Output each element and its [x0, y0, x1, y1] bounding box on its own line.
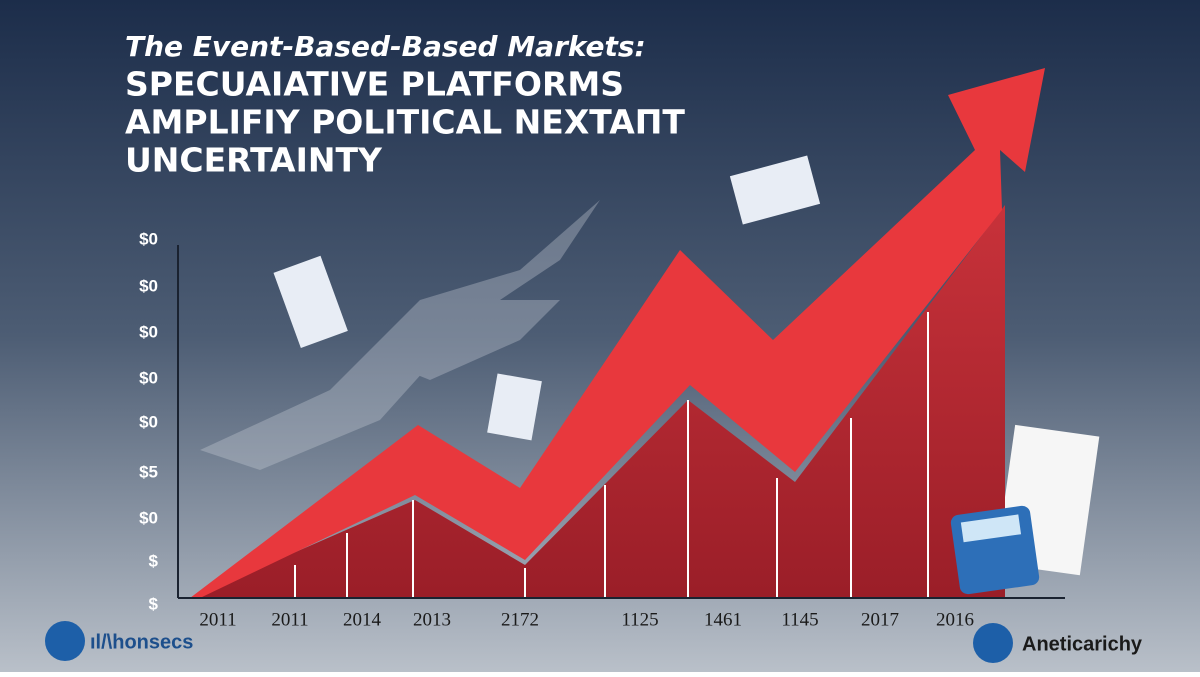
logo-text: ıl/\honsecs — [90, 631, 193, 653]
value-lines — [294, 312, 929, 598]
kicker: The Event-Based-Based Markets: — [125, 30, 646, 63]
x-axis-label: 1125 — [621, 609, 658, 630]
x-axis-label: 2011 — [271, 609, 308, 630]
y-axis-label: $0 — [139, 229, 158, 248]
y-axis-label: $ — [149, 551, 159, 570]
logo-icon — [45, 621, 85, 661]
y-axis-label: $0 — [139, 412, 158, 431]
y-axis-label: $0 — [139, 276, 158, 295]
x-axis-label: 2172 — [501, 609, 539, 630]
trend-arrow — [190, 68, 1045, 598]
x-axis-label: 2016 — [936, 609, 974, 630]
x-axis-label: 1145 — [781, 609, 818, 630]
logo-text: Aneticarichy — [1022, 633, 1143, 655]
calculator — [950, 505, 1040, 595]
y-axis-label: $ — [149, 594, 159, 613]
x-axis-label: 2014 — [343, 609, 382, 630]
y-axis-label: $0 — [139, 368, 158, 387]
area-fill — [190, 205, 1005, 598]
y-axis-label: $0 — [139, 508, 158, 527]
y-axis-label: $5 — [139, 462, 158, 481]
x-axis-label: 1461 — [704, 609, 742, 630]
title-line: UNCERTAINTY — [125, 141, 383, 180]
x-axis-label: 2011 — [199, 609, 236, 630]
flying-papers — [200, 200, 600, 470]
x-axis-label: 2013 — [413, 609, 451, 630]
x-axis-label: 2017 — [861, 609, 899, 630]
logo-icon — [973, 623, 1013, 663]
title-line: AMPLIFIY POLITICAL NEXTAПT — [125, 103, 685, 142]
y-axis-label: $0 — [139, 322, 158, 341]
title-line: SPECUAIATIVE PLATFORMS — [125, 65, 624, 104]
